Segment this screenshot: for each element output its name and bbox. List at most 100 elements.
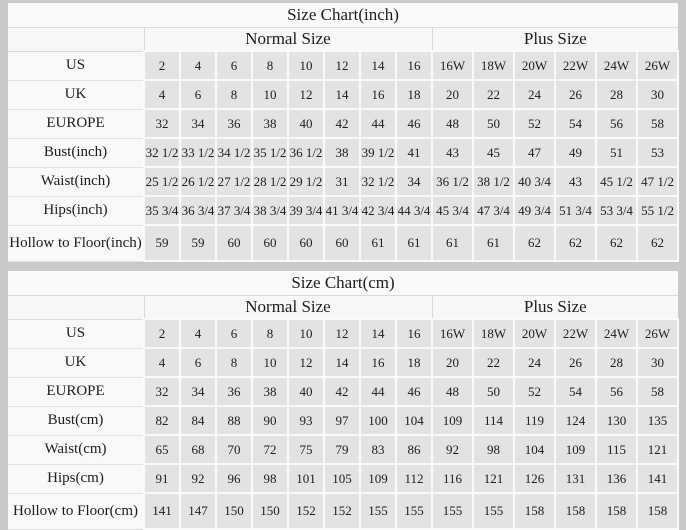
- size-value-cell: 18W: [472, 50, 515, 81]
- size-value-cell: 97: [323, 405, 361, 436]
- size-value-cell: 32: [143, 108, 181, 139]
- size-value-cell: 105: [323, 463, 361, 494]
- size-value-cell: 32 1/2: [143, 137, 181, 168]
- size-value-cell: 18W: [472, 318, 515, 349]
- size-value-cell: 35 3/4: [143, 195, 181, 226]
- size-value-cell: 20W: [513, 50, 556, 81]
- size-chart-table-inch: Size Chart(inch) Normal Size Plus Size US 2 4…: [8, 3, 680, 262]
- size-value-cell: 155: [359, 492, 397, 530]
- size-value-cell: 58: [635, 376, 680, 407]
- row-label: Waist(cm): [8, 434, 145, 465]
- size-value-cell: 59: [143, 224, 181, 262]
- size-value-cell: 158: [513, 492, 556, 530]
- normal-size-header: Normal Size: [144, 295, 433, 320]
- size-value-cell: 35 1/2: [251, 137, 289, 168]
- size-value-cell: 10: [287, 318, 325, 349]
- size-value-cell: 38 3/4: [251, 195, 289, 226]
- size-value-cell: 158: [635, 492, 680, 530]
- size-value-cell: 126: [513, 463, 556, 494]
- size-value-cell: 26W: [635, 318, 680, 349]
- size-value-cell: 4: [179, 50, 217, 81]
- size-value-cell: 155: [395, 492, 433, 530]
- size-value-cell: 47 3/4: [472, 195, 515, 226]
- size-value-cell: 31: [323, 166, 361, 197]
- size-value-cell: 6: [215, 318, 253, 349]
- size-value-cell: 30: [635, 347, 680, 378]
- size-value-cell: 27 1/2: [215, 166, 253, 197]
- size-value-cell: 6: [215, 50, 253, 81]
- size-value-cell: 36: [215, 108, 253, 139]
- group-header-spacer: [8, 27, 145, 52]
- size-value-cell: 93: [287, 405, 325, 436]
- size-group-header-row: Normal Size Plus Size: [8, 295, 679, 320]
- size-value-cell: 29 1/2: [287, 166, 325, 197]
- size-value-cell: 131: [554, 463, 597, 494]
- table-title: Size Chart(cm): [8, 271, 679, 296]
- size-value-cell: 22W: [554, 50, 597, 81]
- size-value-cell: 8: [215, 79, 253, 110]
- size-value-cell: 53: [635, 137, 680, 168]
- size-value-cell: 51: [595, 137, 638, 168]
- size-value-cell: 152: [323, 492, 361, 530]
- table-row: Bust(cm) 82 84 88 90 93 97 100 104 109 114 119 124 13…: [8, 405, 680, 436]
- row-label: Waist(inch): [8, 166, 145, 197]
- size-value-cell: 70: [215, 434, 253, 465]
- size-value-cell: 92: [431, 434, 474, 465]
- size-value-cell: 26W: [635, 50, 680, 81]
- size-value-cell: 75: [287, 434, 325, 465]
- size-value-cell: 150: [251, 492, 289, 530]
- size-value-cell: 62: [635, 224, 680, 262]
- row-label: UK: [8, 347, 145, 378]
- size-value-cell: 38 1/2: [472, 166, 515, 197]
- size-value-cell: 43: [431, 137, 474, 168]
- size-value-cell: 37 3/4: [215, 195, 253, 226]
- size-value-cell: 12: [287, 79, 325, 110]
- size-value-cell: 10: [251, 347, 289, 378]
- size-value-cell: 155: [431, 492, 474, 530]
- size-value-cell: 44: [359, 376, 397, 407]
- size-chart-inch-table: Size Chart(inch) Normal Size Plus Size US 2 4…: [8, 3, 680, 262]
- size-value-cell: 24: [513, 347, 556, 378]
- table-row: Waist(cm) 65 68 70 72 75 79 83 86 92 98 104 109 115 12…: [8, 434, 680, 465]
- size-value-cell: 16W: [431, 318, 474, 349]
- size-value-cell: 141: [143, 492, 181, 530]
- table-row: US 2 4 6 8 10 12 14 16 16W 18W 20W 22W 24W 26W: [8, 50, 680, 81]
- size-value-cell: 26: [554, 79, 597, 110]
- size-value-cell: 158: [554, 492, 597, 530]
- size-value-cell: 24W: [595, 318, 638, 349]
- size-value-cell: 14: [359, 50, 397, 81]
- table-row: Hips(inch) 35 3/4 36 3/4 37 3/4 38 3/4 39 3/4…: [8, 195, 680, 226]
- size-value-cell: 8: [215, 347, 253, 378]
- size-value-cell: 38: [323, 137, 361, 168]
- size-value-cell: 96: [215, 463, 253, 494]
- size-value-cell: 24: [513, 79, 556, 110]
- table-title: Size Chart(inch): [8, 3, 679, 28]
- size-value-cell: 20: [431, 79, 474, 110]
- row-label: Hollow to Floor(cm): [8, 492, 145, 530]
- size-value-cell: 32: [143, 376, 181, 407]
- size-value-cell: 22: [472, 347, 515, 378]
- size-value-cell: 14: [359, 318, 397, 349]
- size-value-cell: 42: [323, 108, 361, 139]
- size-value-cell: 124: [554, 405, 597, 436]
- size-value-cell: 38: [251, 376, 289, 407]
- size-value-cell: 50: [472, 376, 515, 407]
- size-value-cell: 34: [179, 108, 217, 139]
- size-value-cell: 90: [251, 405, 289, 436]
- size-value-cell: 28: [595, 347, 638, 378]
- size-value-cell: 136: [595, 463, 638, 494]
- table-row: Waist(inch) 25 1/2 26 1/2 27 1/2 28 1/2 29 1/…: [8, 166, 680, 197]
- size-value-cell: 46: [395, 376, 433, 407]
- size-value-cell: 34: [395, 166, 433, 197]
- size-value-cell: 58: [635, 108, 680, 139]
- size-value-cell: 18: [395, 79, 433, 110]
- size-value-cell: 100: [359, 405, 397, 436]
- size-value-cell: 114: [472, 405, 515, 436]
- size-value-cell: 109: [431, 405, 474, 436]
- size-value-cell: 45 3/4: [431, 195, 474, 226]
- size-value-cell: 44 3/4: [395, 195, 433, 226]
- size-value-cell: 45 1/2: [595, 166, 638, 197]
- size-value-cell: 8: [251, 50, 289, 81]
- size-value-cell: 60: [215, 224, 253, 262]
